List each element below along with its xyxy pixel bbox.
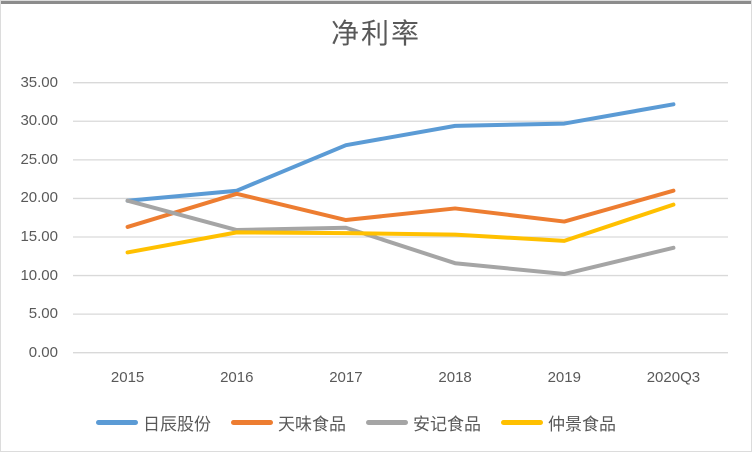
y-axis-tick-label: 20.00 — [20, 189, 58, 207]
legend-swatch-icon — [231, 419, 273, 425]
legend-label: 日辰股份 — [143, 414, 211, 434]
legend-label: 仲景食品 — [548, 414, 616, 434]
y-axis-tick-label: 25.00 — [20, 150, 58, 168]
legend-swatch-icon — [366, 419, 408, 425]
top-border-bar — [0, 0, 752, 4]
legend-label: 天味食品 — [278, 414, 346, 434]
x-axis-tick-label: 2017 — [329, 369, 363, 386]
legend-item-2: 安记食品 — [366, 410, 481, 435]
y-axis-tick-label: 30.00 — [20, 112, 58, 130]
chart-legend: 日辰股份 天味食品 安记食品 仲景食品 — [96, 408, 616, 436]
y-axis-tick-label: 15.00 — [20, 227, 58, 245]
series-line-1 — [125, 188, 676, 229]
y-axis-tick-label: 10.00 — [20, 266, 58, 284]
x-axis-tick-label: 2016 — [220, 369, 254, 386]
legend-swatch-icon — [96, 419, 138, 425]
legend-item-0: 日辰股份 — [96, 410, 211, 435]
series-line-0 — [125, 102, 676, 203]
x-axis-tick-label: 2018 — [438, 369, 472, 386]
legend-swatch-icon — [501, 419, 543, 425]
legend-item-1: 天味食品 — [231, 410, 346, 435]
series-line-3 — [125, 202, 676, 255]
y-axis-tick-label: 35.00 — [20, 73, 58, 91]
series-line-2 — [125, 198, 676, 277]
legend-item-3: 仲景食品 — [501, 410, 616, 435]
x-axis-tick-label: 2015 — [110, 369, 145, 386]
x-axis-tick-label: 2019 — [547, 369, 581, 386]
y-axis-tick-label: 0.00 — [28, 343, 58, 361]
chart-title: 净利率 — [330, 18, 421, 49]
legend-label: 安记食品 — [413, 414, 481, 434]
x-axis-tick-label: 2020Q3 — [646, 369, 701, 386]
y-axis-tick-label: 5.00 — [28, 305, 58, 323]
